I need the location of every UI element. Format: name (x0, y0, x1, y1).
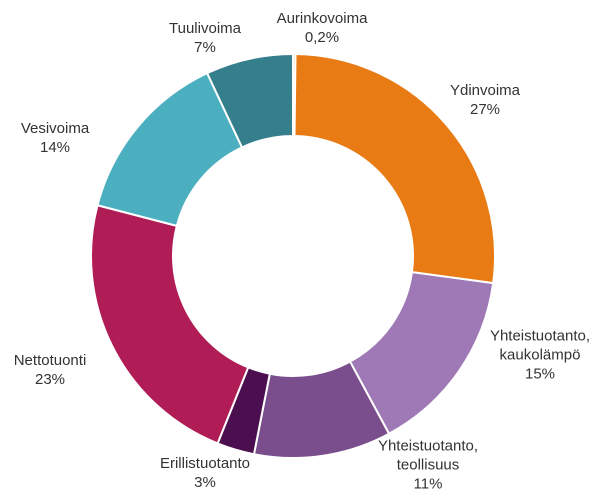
slice-label: Aurinkovoima 0,2% (277, 9, 368, 47)
category-label: Ydinvoima (449, 82, 521, 99)
slice-label: Tuulivoima 7% (169, 19, 241, 57)
value-label: 23% (34, 371, 66, 388)
value-label: 11% (413, 475, 443, 493)
slice-label: Yhteistuotanto, teollisuus 11% (363, 437, 493, 494)
value-label: 0,2% (304, 29, 340, 46)
category-label: Yhteistuotanto, kaukolämpö (489, 327, 591, 364)
category-label: Yhteistuotanto, teollisuus (377, 437, 479, 474)
slice (293, 53, 496, 285)
category-label: Vesivoima (20, 120, 90, 137)
slice-label: Erillistuotanto 3% (160, 454, 250, 492)
value-label: 15% (524, 365, 556, 383)
category-label: Erillistuotanto (159, 455, 251, 472)
slice-label: Yhteistuotanto, kaukolämpö 15% (475, 327, 605, 384)
value-label: 7% (194, 39, 216, 56)
slice-label: Vesivoima 14% (21, 119, 89, 157)
value-label: 3% (194, 474, 216, 491)
slice (205, 52, 294, 149)
slice-label: Ydinvoima 27% (450, 81, 520, 119)
category-label: Nettotuonti (13, 352, 87, 369)
slice (90, 204, 250, 445)
value-label: 14% (39, 139, 71, 156)
slice-label: Nettotuonti 23% (14, 351, 87, 389)
category-label: Tuulivoima (169, 20, 241, 37)
category-label: Aurinkovoima (276, 10, 368, 27)
value-label: 27% (469, 101, 501, 118)
